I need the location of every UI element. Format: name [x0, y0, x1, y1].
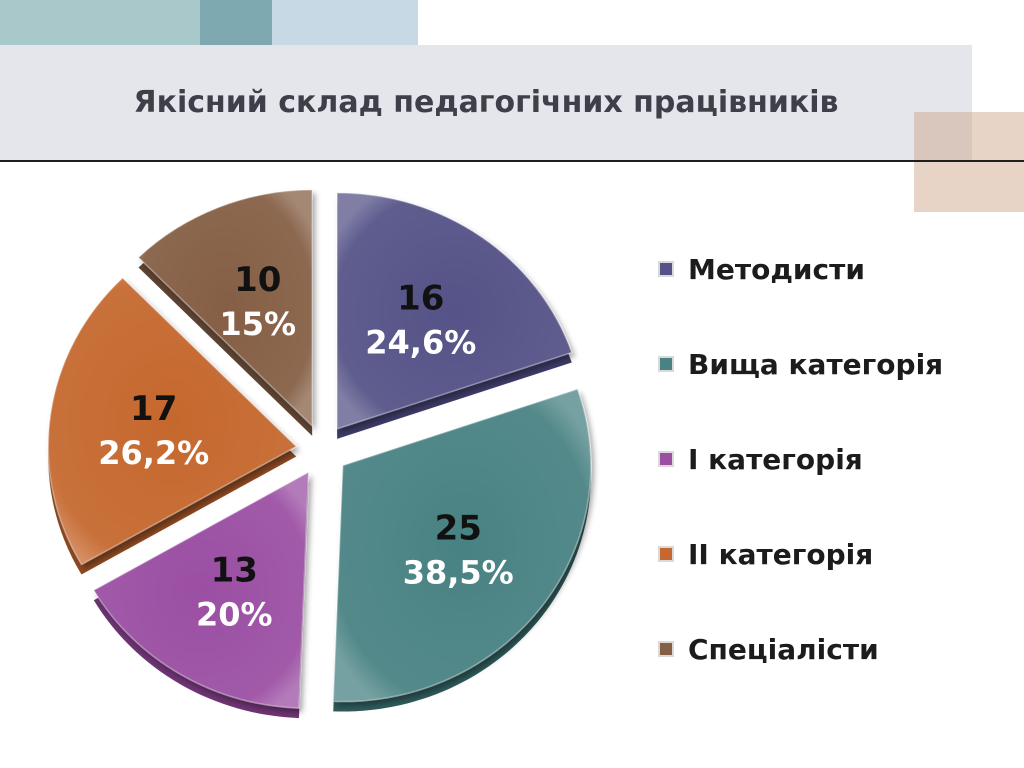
- pie-slice-sheen: [93, 472, 309, 709]
- legend-label: ІІ категорія: [688, 538, 874, 571]
- pie-slice-sheen: [48, 277, 297, 565]
- legend-swatch: [658, 261, 674, 277]
- title-band: [0, 45, 972, 160]
- slice-percent-label: 24,6%: [365, 323, 476, 361]
- slice-value-label: 16: [397, 278, 444, 318]
- slice-value-label: 13: [211, 550, 258, 590]
- slice-value-label: 17: [130, 389, 177, 429]
- title-divider: [0, 160, 1024, 162]
- legend-swatch: [658, 356, 674, 372]
- legend-swatch: [658, 451, 674, 467]
- pie-slice-sheen: [333, 389, 591, 702]
- slice-percent-label: 20%: [196, 595, 273, 633]
- pie-slice-sheen: [138, 189, 313, 426]
- slice-percent-label: 38,5%: [403, 553, 514, 591]
- pie-slice-sheen: [337, 192, 572, 429]
- slice-percent-label: 15%: [219, 305, 296, 343]
- legend-label: Методисти: [688, 253, 865, 286]
- legend-label: Вища категорія: [688, 348, 944, 381]
- slice-percent-label: 26,2%: [98, 434, 209, 472]
- legend-swatch: [658, 641, 674, 657]
- slide-title: Якісний склад педагогічних працівників: [133, 85, 839, 120]
- decor-block: [914, 112, 1024, 212]
- legend-swatch: [658, 546, 674, 562]
- slice-value-label: 25: [435, 508, 482, 548]
- legend-label: І категорія: [688, 443, 863, 476]
- legend-label: Спеціалісти: [688, 633, 879, 666]
- slice-value-label: 10: [234, 260, 281, 300]
